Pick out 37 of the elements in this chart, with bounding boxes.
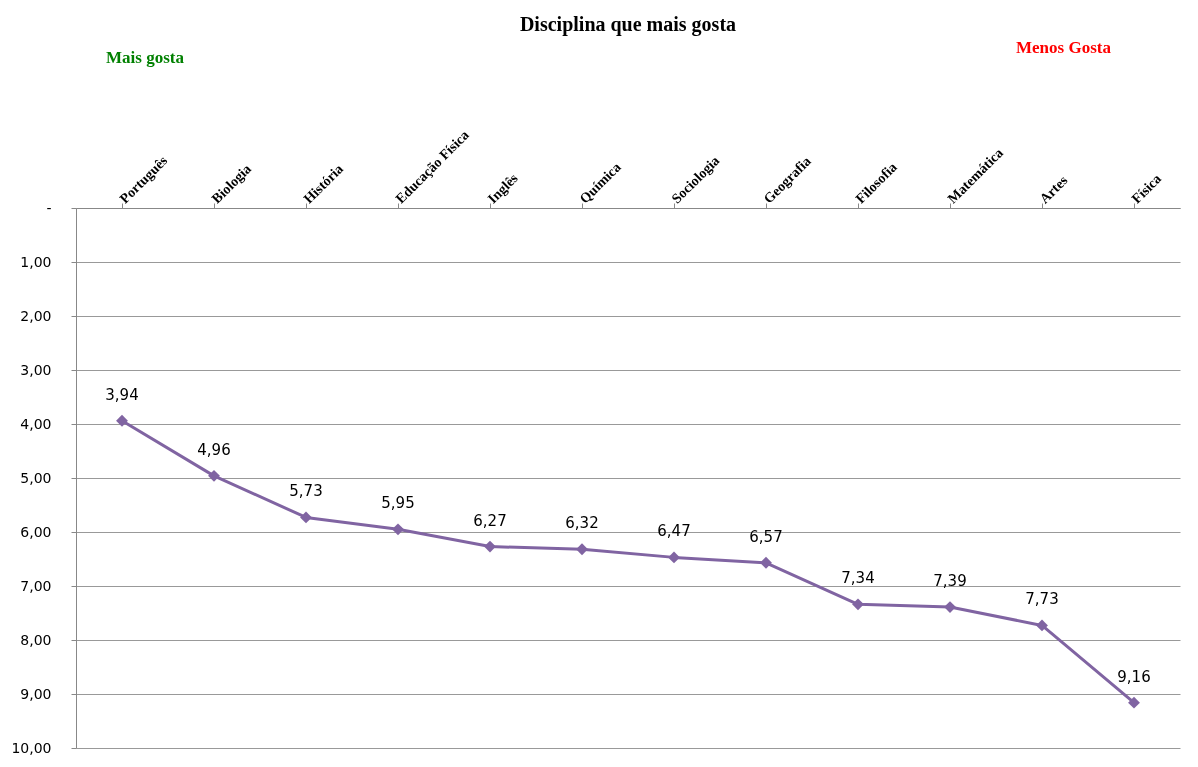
data-label: 5,73 — [289, 482, 323, 501]
y-tick-label: 8,00 — [20, 631, 52, 648]
y-tick-label: 6,00 — [20, 523, 52, 540]
text: Menos Gosta — [1016, 38, 1112, 57]
point — [300, 511, 312, 524]
data-label: 7,34 — [841, 569, 875, 588]
point — [1036, 619, 1048, 632]
point — [208, 469, 220, 482]
point — [668, 551, 680, 564]
point — [484, 540, 496, 553]
y-tick-label: 5,00 — [20, 469, 52, 486]
text: Mais gosta — [106, 48, 185, 67]
point — [392, 523, 404, 536]
point — [760, 556, 772, 569]
data-label: 9,16 — [1117, 667, 1151, 686]
y-tick-label: 1,00 — [20, 253, 52, 270]
data-label: 5,95 — [381, 494, 415, 513]
data-label: 6,47 — [657, 522, 691, 541]
point — [576, 543, 588, 556]
chart-title: Disciplina que mais gosta — [519, 13, 737, 36]
y-tick-label: 2,00 — [20, 307, 52, 324]
y-tick-label: 9,00 — [20, 685, 52, 702]
y-tick-label: 7,00 — [20, 577, 52, 594]
data-label: 7,39 — [933, 572, 967, 591]
data-label: 6,27 — [473, 511, 507, 530]
data-label: 6,32 — [565, 514, 599, 533]
point — [852, 598, 864, 611]
point — [116, 414, 128, 427]
y-tick-label: 3,00 — [20, 361, 52, 378]
y-tick-label: 4,00 — [20, 415, 52, 432]
y-tick-label: 10,00 — [11, 739, 52, 756]
y-tick-label: - — [46, 199, 52, 216]
data-label: 7,73 — [1025, 590, 1059, 609]
data-label: 3,94 — [105, 385, 139, 404]
point — [1128, 696, 1140, 709]
data-label: 4,96 — [197, 440, 231, 459]
data-label: 6,57 — [749, 527, 783, 546]
